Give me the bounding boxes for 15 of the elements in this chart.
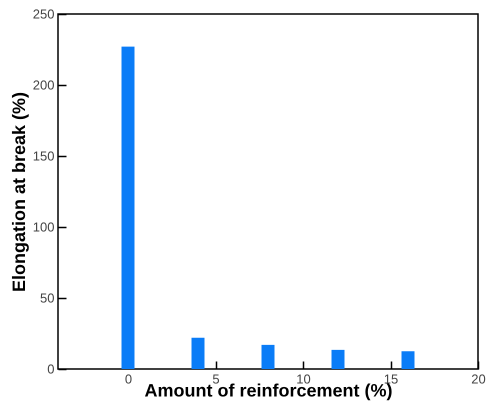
- y-tick-label: 0: [47, 362, 54, 376]
- y-tick-label: 200: [32, 78, 54, 92]
- bar: [192, 338, 204, 369]
- x-tick-label: 10: [296, 372, 311, 386]
- y-tick-label: 250: [32, 6, 54, 22]
- y-tick-label: 150: [32, 148, 54, 164]
- y-tick-label: 50: [40, 290, 54, 306]
- bar: [402, 351, 414, 369]
- x-tick-label: 20: [471, 372, 486, 386]
- bar: [262, 344, 274, 369]
- x-tick-label: 0: [124, 372, 132, 386]
- y-axis-title: Elongation at break (%): [8, 92, 29, 292]
- bar: [332, 350, 344, 369]
- y-tick-label: 100: [32, 220, 54, 234]
- bar: [122, 46, 134, 369]
